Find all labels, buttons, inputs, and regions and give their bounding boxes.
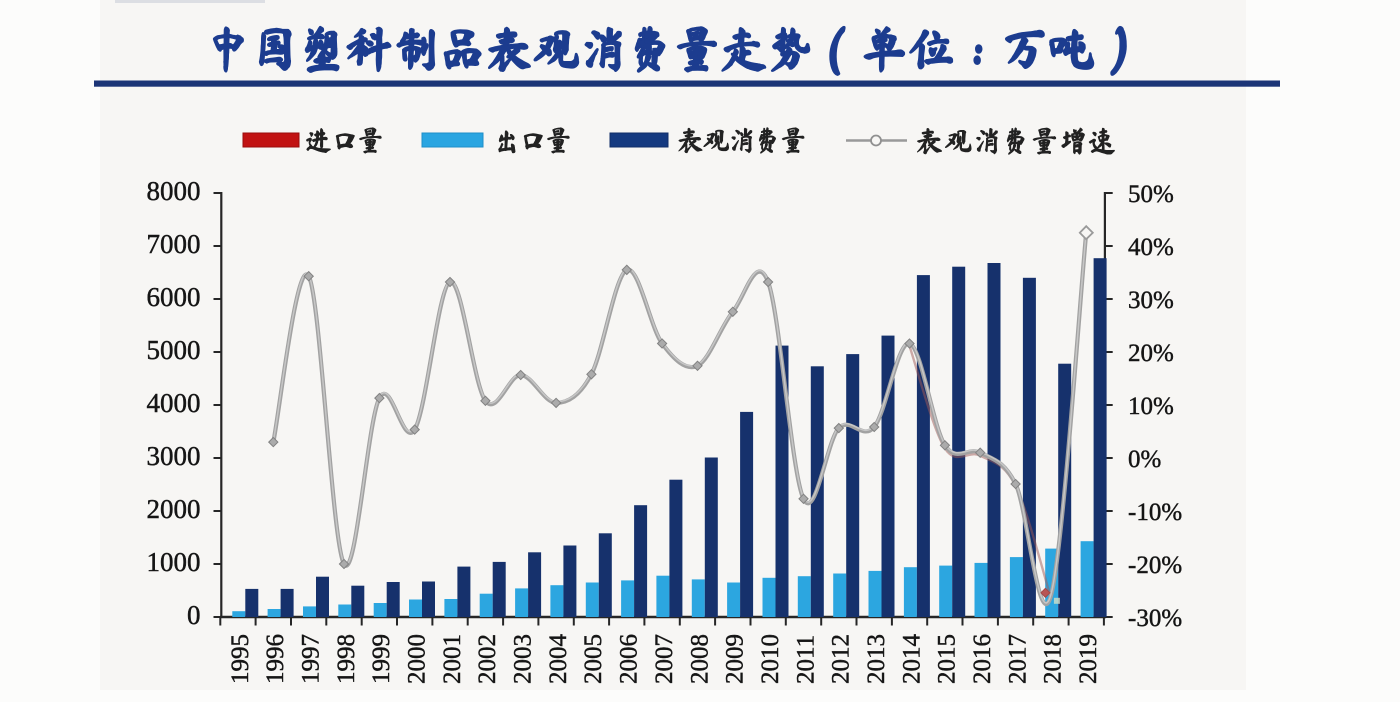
svg-text:1000: 1000 (147, 547, 201, 577)
svg-text:2012: 2012 (828, 634, 855, 684)
svg-text:2008: 2008 (686, 634, 713, 684)
svg-text:0: 0 (187, 600, 201, 630)
svg-text:2004: 2004 (545, 634, 572, 685)
svg-text:2013: 2013 (863, 634, 890, 684)
svg-text:2003: 2003 (510, 634, 537, 684)
svg-text:2002: 2002 (474, 634, 501, 684)
svg-text:2015: 2015 (934, 634, 961, 684)
svg-text:5000: 5000 (147, 335, 201, 365)
svg-text:-10%: -10% (1128, 499, 1182, 526)
svg-text:2016: 2016 (969, 634, 996, 684)
svg-text:0%: 0% (1128, 446, 1161, 473)
svg-text:7000: 7000 (147, 229, 201, 259)
svg-text:50%: 50% (1128, 181, 1174, 208)
svg-text:8000: 8000 (147, 176, 201, 206)
svg-text:3000: 3000 (147, 441, 201, 471)
svg-text:1996: 1996 (262, 634, 289, 684)
svg-text:2009: 2009 (722, 634, 749, 684)
svg-text:2000: 2000 (147, 494, 201, 524)
svg-text:2007: 2007 (651, 634, 678, 684)
svg-text:2011: 2011 (792, 635, 819, 684)
svg-text:1997: 1997 (298, 634, 325, 684)
svg-text:10%: 10% (1128, 393, 1174, 420)
svg-text:-30%: -30% (1128, 605, 1182, 632)
svg-text:2014: 2014 (898, 634, 925, 685)
svg-text:1995: 1995 (227, 634, 254, 684)
svg-text:30%: 30% (1128, 287, 1174, 314)
svg-text:4000: 4000 (147, 388, 201, 418)
svg-text:2005: 2005 (580, 634, 607, 684)
svg-text:2018: 2018 (1040, 634, 1067, 684)
svg-text:1999: 1999 (368, 634, 395, 684)
svg-text:-20%: -20% (1128, 552, 1182, 579)
svg-text:1998: 1998 (333, 634, 360, 684)
svg-text:2019: 2019 (1075, 634, 1102, 684)
svg-text:20%: 20% (1128, 340, 1174, 367)
svg-text:2017: 2017 (1004, 634, 1031, 684)
svg-text:2010: 2010 (757, 634, 784, 684)
svg-text:40%: 40% (1128, 234, 1174, 261)
svg-text:2000: 2000 (404, 634, 431, 684)
svg-text:2006: 2006 (616, 634, 643, 684)
svg-text:6000: 6000 (147, 282, 201, 312)
svg-text:2001: 2001 (439, 634, 466, 684)
